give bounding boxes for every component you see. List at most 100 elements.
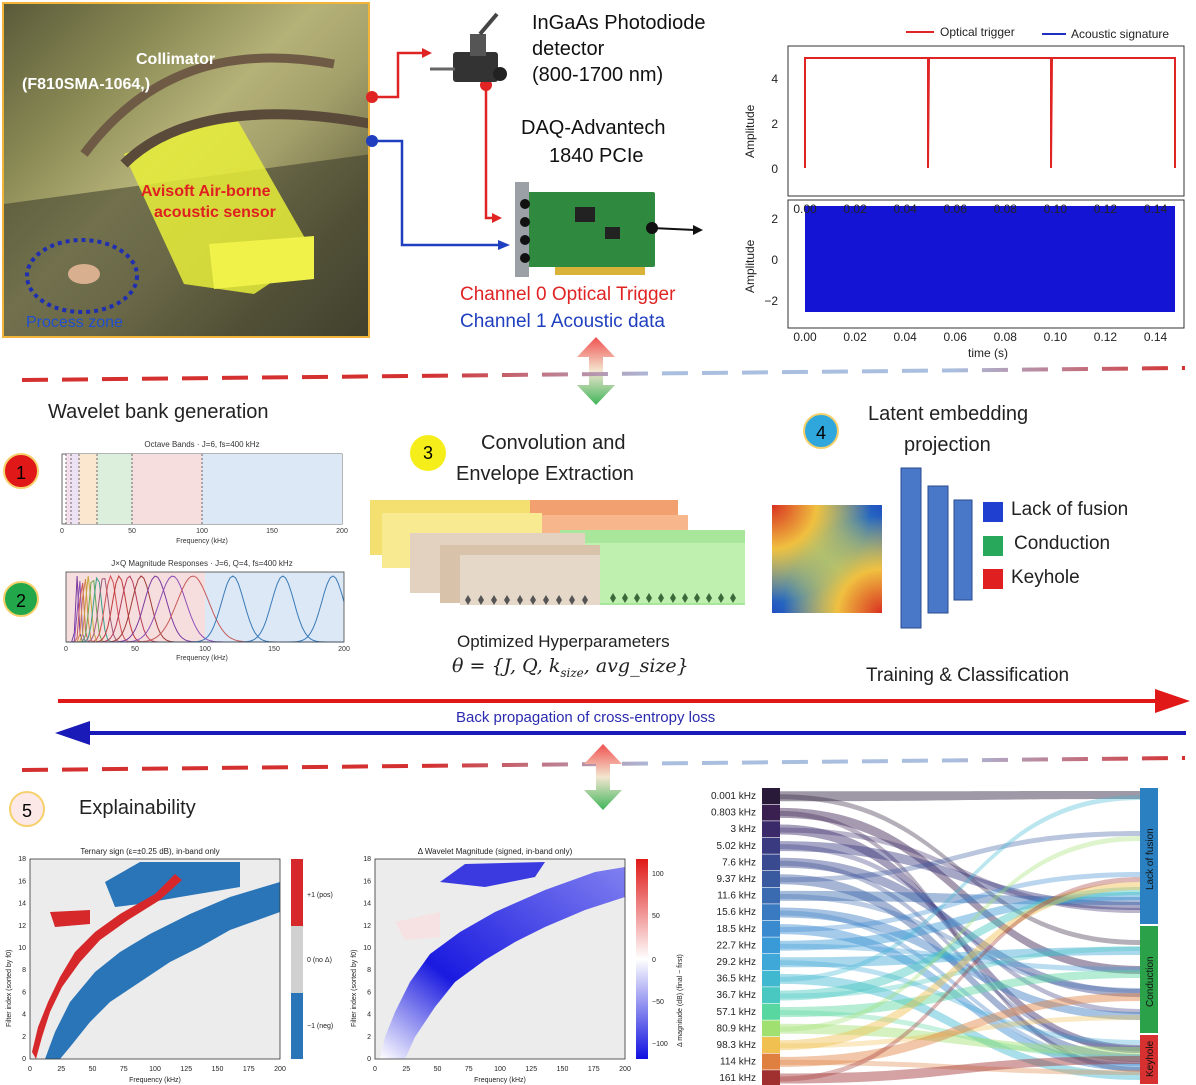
sankey-source-label: 11.6 kHz bbox=[717, 891, 756, 902]
top-xtick: 0.02 bbox=[843, 202, 867, 216]
ytick: 6 bbox=[367, 989, 371, 996]
svg-text:2: 2 bbox=[771, 212, 778, 226]
svg-text:150: 150 bbox=[268, 646, 280, 653]
experimental-setup-photo: Collimator (F810SMA-1064,) Avisoft Air-b… bbox=[2, 2, 370, 338]
svg-text:50: 50 bbox=[128, 528, 136, 535]
ytick: 4 bbox=[22, 1012, 26, 1019]
step4-title-line2: projection bbox=[904, 434, 991, 456]
sankey-flow bbox=[780, 807, 1140, 974]
xtick: 25 bbox=[402, 1066, 410, 1073]
ytick: 2 bbox=[367, 1034, 371, 1041]
sankey-flow bbox=[780, 810, 1140, 1072]
bottom-xtick: 0.08 bbox=[994, 330, 1018, 344]
signal-plots: Optical trigger Acoustic signature 4 2 0… bbox=[743, 25, 1185, 360]
bottom-xtick: 0.10 bbox=[1044, 330, 1068, 344]
sankey-source-node bbox=[762, 954, 780, 970]
bidirectional-arrow-2 bbox=[584, 744, 622, 810]
sankey-source-node bbox=[762, 887, 780, 904]
svg-text:Lack of fusion: Lack of fusion bbox=[1145, 828, 1156, 890]
top-ylabel: Amplitude bbox=[743, 104, 757, 158]
photodiode-detector-image bbox=[430, 12, 507, 82]
sankey-flow bbox=[780, 877, 1140, 1082]
xtick: 50 bbox=[434, 1066, 442, 1073]
svg-text:200: 200 bbox=[336, 528, 348, 535]
top-xtick: 0.00 bbox=[793, 202, 817, 216]
sankey-source-label: 18.5 kHz bbox=[717, 924, 756, 935]
sankey-node-lack-of-fusion bbox=[1140, 788, 1158, 924]
svg-text:Frequency (kHz): Frequency (kHz) bbox=[176, 538, 228, 545]
training-label: Training & Classification bbox=[866, 665, 1070, 686]
sankey-flow bbox=[780, 1023, 1140, 1055]
sankey-flow bbox=[780, 794, 1140, 945]
sankey-source-node bbox=[762, 1003, 780, 1020]
ytick: 8 bbox=[22, 967, 26, 974]
sankey-flow bbox=[780, 841, 1140, 910]
training-arrows bbox=[55, 689, 1190, 745]
sankey-flow bbox=[780, 910, 1140, 1066]
octave-bands-plot: Octave Bands · J=6, fs=400 kHz 0 50 100 … bbox=[60, 440, 348, 545]
svg-text:0: 0 bbox=[64, 646, 68, 653]
sankey-flow bbox=[780, 857, 1140, 997]
top-xtick: 0.06 bbox=[944, 202, 968, 216]
ytick: 16 bbox=[18, 878, 26, 885]
xtick: 200 bbox=[274, 1066, 286, 1073]
svg-text:50: 50 bbox=[131, 646, 139, 653]
sankey-flow bbox=[780, 795, 1140, 982]
ytick: 6 bbox=[22, 989, 26, 996]
xtick: 125 bbox=[180, 1066, 192, 1073]
bottom-xtick: 0.14 bbox=[1144, 330, 1168, 344]
svg-text:Conduction: Conduction bbox=[1145, 956, 1156, 1007]
sankey-source-label: 0.001 kHz bbox=[711, 791, 756, 802]
ytick: 14 bbox=[18, 901, 26, 908]
sankey-node-conduction bbox=[1140, 926, 1158, 1033]
sankey-flow bbox=[780, 1056, 1140, 1084]
ytick: 18 bbox=[363, 856, 371, 863]
bidirectional-arrow-1 bbox=[577, 337, 615, 405]
sankey-source-label: 161 kHz bbox=[719, 1073, 756, 1084]
conduction-swatch bbox=[983, 536, 1003, 556]
svg-text:Filter index (sorted by f0): Filter index (sorted by f0) bbox=[6, 950, 13, 1027]
step1-badge: 1 bbox=[3, 453, 39, 489]
section-separator-1 bbox=[21, 366, 1186, 382]
sankey-source-label: 15.6 kHz bbox=[717, 907, 756, 918]
xtick: 100 bbox=[149, 1066, 161, 1073]
acoustic-trace bbox=[805, 206, 1175, 312]
svg-text:Filter index (sorted by f0): Filter index (sorted by f0) bbox=[351, 950, 358, 1027]
sankey-flow bbox=[780, 791, 1140, 802]
detector-label-line2: detector bbox=[532, 38, 605, 60]
step4-title-line1: Latent embedding bbox=[868, 403, 1029, 425]
sankey-flow bbox=[780, 860, 1140, 1051]
keyhole-label: Keyhole bbox=[1011, 567, 1080, 588]
sankey-source-label: 7.6 kHz bbox=[722, 857, 756, 868]
sankey-flow bbox=[780, 836, 1140, 1032]
top-xtick: 0.04 bbox=[893, 202, 917, 216]
channel1-label: Channel 1 Acoustic data bbox=[460, 311, 665, 332]
sankey-source-node bbox=[762, 1070, 780, 1085]
step4-badge: 4 bbox=[803, 413, 839, 449]
ytick: 10 bbox=[18, 945, 26, 952]
ytick: 16 bbox=[363, 878, 371, 885]
ytick: 18 bbox=[18, 856, 26, 863]
xtick: 50 bbox=[89, 1066, 97, 1073]
sankey-flow bbox=[780, 946, 1140, 999]
svg-text:100: 100 bbox=[199, 646, 211, 653]
sankey-source-node bbox=[762, 904, 780, 921]
svg-text:Frequency (kHz): Frequency (kHz) bbox=[474, 1077, 526, 1084]
svg-text:Frequency (kHz): Frequency (kHz) bbox=[176, 655, 228, 662]
lack-of-fusion-swatch bbox=[983, 502, 1003, 522]
bottom-xtick: 0.12 bbox=[1094, 330, 1118, 344]
sankey-source-node bbox=[762, 821, 780, 838]
top-xtick: 0.08 bbox=[994, 202, 1018, 216]
ytick: 4 bbox=[367, 1012, 371, 1019]
step5-badge: 5 bbox=[9, 791, 45, 827]
svg-text:Octave Bands · J=6, fs=400 kHz: Octave Bands · J=6, fs=400 kHz bbox=[144, 440, 259, 449]
bottom-xtick: 0.02 bbox=[843, 330, 867, 344]
bottom-xtick: 0.06 bbox=[944, 330, 968, 344]
svg-text:Frequency (kHz): Frequency (kHz) bbox=[129, 1077, 181, 1084]
sankey-source-node bbox=[762, 804, 780, 821]
channel0-label: Channel 0 Optical Trigger bbox=[460, 284, 676, 305]
legend-acoustic-signature: Acoustic signature bbox=[1071, 27, 1169, 41]
ytick: 12 bbox=[363, 923, 371, 930]
sankey-flow bbox=[780, 882, 1140, 1051]
sankey-source-node bbox=[762, 920, 780, 937]
